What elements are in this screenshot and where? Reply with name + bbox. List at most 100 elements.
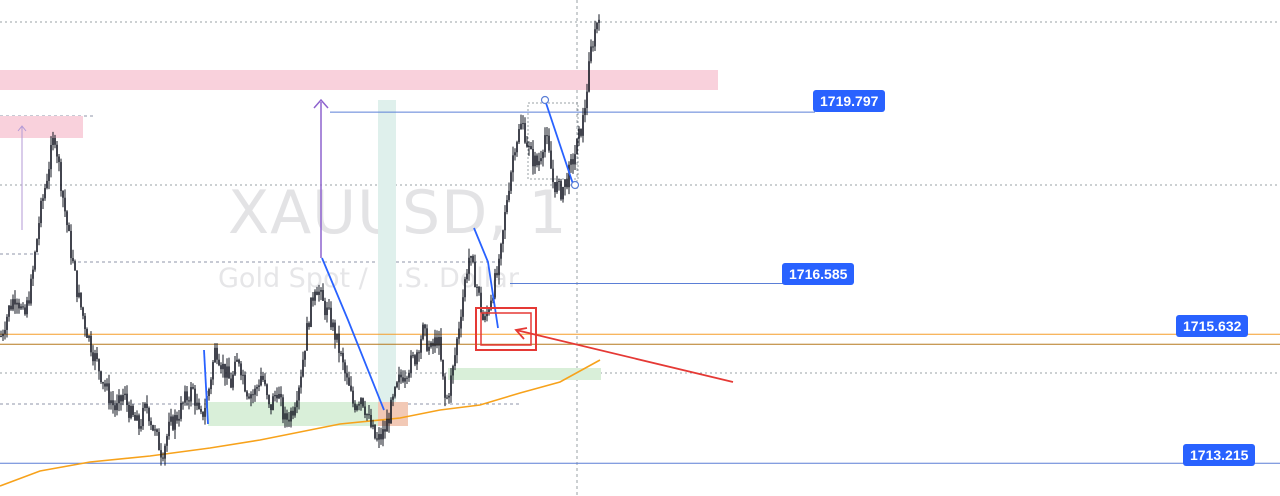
candle-body (508, 190, 510, 201)
candle-body (104, 383, 106, 387)
candle-body (372, 424, 374, 427)
candle-body (128, 404, 130, 418)
highlight-box-inner (480, 312, 532, 346)
candle-body (80, 292, 82, 308)
candle-body (302, 359, 304, 377)
candle-body (234, 361, 236, 375)
candle-body (326, 307, 328, 316)
price-label-1713[interactable]: 1713.215 (1183, 444, 1256, 466)
candle-body (438, 337, 440, 346)
candle-body (518, 129, 520, 143)
candle-body (358, 404, 360, 406)
candle-body (258, 385, 260, 387)
price-label-1715[interactable]: 1715.632 (1176, 315, 1249, 337)
candle-body (442, 359, 444, 377)
candle-body (164, 445, 166, 459)
candle-body (136, 415, 138, 421)
candle-body (522, 123, 524, 125)
candle-body (250, 394, 252, 399)
demand-zone-low (208, 402, 408, 426)
candle-body (182, 402, 184, 404)
price-label-1716[interactable]: 1716.585 (782, 263, 855, 285)
candle-body (424, 324, 426, 329)
candle-body (598, 19, 600, 23)
price-label-1719[interactable]: 1719.797 (813, 90, 886, 112)
candle-body (432, 342, 434, 347)
candle-body (472, 256, 474, 263)
candle-body (110, 400, 112, 404)
candle-body (64, 197, 66, 212)
candle-body (460, 316, 462, 329)
candle-body (56, 144, 58, 157)
candle-body (426, 328, 428, 351)
candle-body (18, 302, 20, 309)
pattern-line-3 (544, 99, 574, 185)
candle-body (0, 336, 2, 337)
candle-body (178, 418, 180, 421)
candle-body (244, 374, 246, 392)
candle-body (44, 188, 46, 199)
candle-body (378, 434, 380, 440)
candle-body (370, 414, 372, 427)
candle-body (484, 316, 486, 320)
candle-body (204, 407, 206, 417)
candle-body (342, 352, 344, 363)
candle-body (236, 359, 238, 362)
candles (0, 14, 600, 466)
candle-body (578, 128, 580, 139)
candle-body (476, 286, 478, 288)
candle-body (392, 396, 394, 400)
candle-body (584, 108, 586, 116)
candle-body (112, 400, 114, 406)
highlight-box-outer (475, 307, 537, 351)
candle-body (72, 258, 74, 262)
candle-body (174, 415, 176, 430)
candle-body (280, 393, 282, 398)
candle-body (530, 146, 532, 149)
candle-body (504, 212, 506, 231)
candle-body (406, 377, 408, 379)
candle-body (222, 363, 224, 370)
candle-body (58, 156, 60, 163)
candle-body (114, 405, 116, 411)
candle-body (324, 300, 326, 316)
candle-body (500, 243, 502, 259)
candle-body (92, 352, 94, 362)
candle-body (462, 297, 464, 317)
candle-body (20, 306, 22, 309)
candle-body (148, 408, 150, 422)
candle-body (562, 186, 564, 200)
candle-body (366, 414, 368, 416)
candle-body (496, 273, 498, 276)
pattern-line-0 (203, 349, 209, 425)
candle-body (38, 223, 40, 240)
candle-body (526, 142, 528, 147)
candle-body (282, 397, 284, 420)
candle-body (536, 155, 538, 166)
candle-body (76, 270, 78, 297)
candle-body (28, 300, 30, 304)
candle-body (458, 328, 460, 339)
candle-body (122, 395, 124, 402)
candle-body (192, 387, 194, 389)
candle-body (262, 375, 264, 380)
candle-body (74, 261, 76, 271)
candle-body (284, 413, 286, 420)
candle-body (418, 352, 420, 354)
candle-body (428, 346, 430, 351)
candle-body (516, 142, 518, 153)
candle-body (134, 415, 136, 421)
candle-body (556, 181, 558, 193)
candle-body (398, 374, 400, 383)
candle-body (238, 359, 240, 364)
candle-body (254, 388, 256, 395)
candle-body (248, 396, 250, 399)
candle-body (386, 418, 388, 432)
pattern-line-1 (321, 257, 385, 411)
candle-body (430, 342, 432, 347)
candle-body (34, 251, 36, 270)
candle-body (352, 390, 354, 404)
candle-body (278, 393, 280, 399)
